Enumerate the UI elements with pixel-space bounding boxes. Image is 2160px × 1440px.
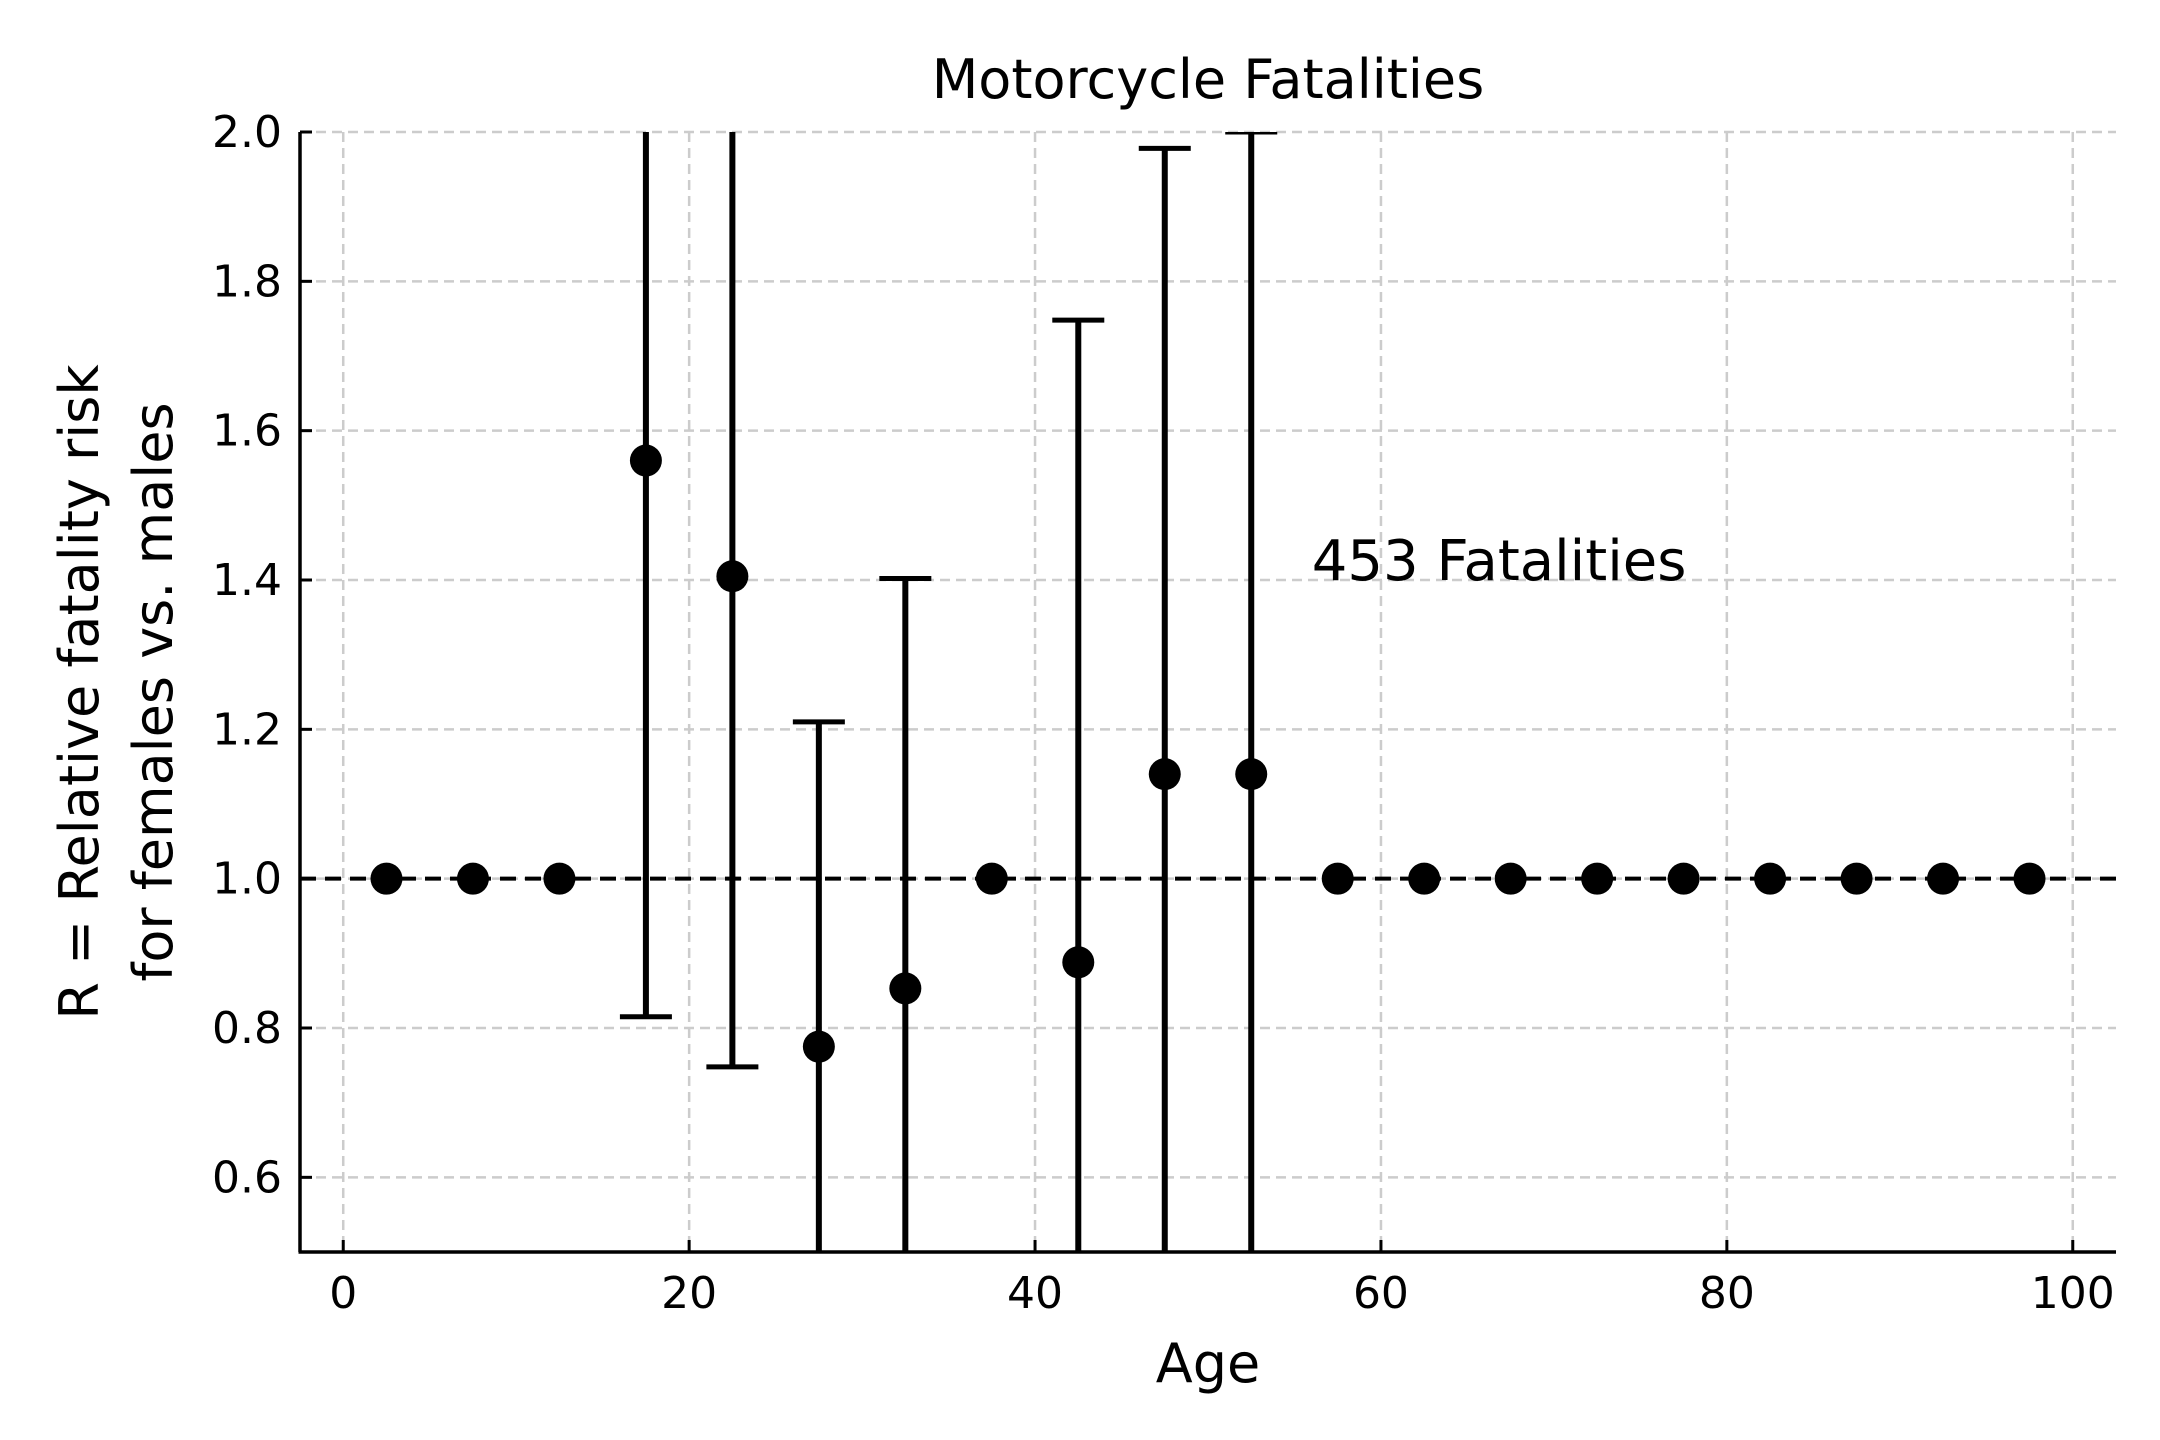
axes: [298, 130, 2116, 1254]
chart-title: Motorcycle Fatalities: [932, 48, 1485, 111]
data-point: [456, 862, 489, 895]
x-axis-label: Age: [1156, 1332, 1260, 1395]
y-axis-label-line-2: for females vs. males: [122, 402, 185, 981]
data-point: [1062, 946, 1095, 979]
data-point: [1148, 758, 1181, 791]
y-tick-label: 1.4: [212, 555, 282, 606]
data-point: [716, 560, 749, 593]
y-tick-label: 2.0: [212, 107, 282, 158]
x-tick-label: 60: [1353, 1268, 1409, 1319]
y-axis-label-line-1: R = Relative fatality risk: [48, 364, 111, 1020]
error-bars: [619, 132, 1278, 1252]
data-point: [1754, 862, 1787, 895]
data-point: [1667, 862, 1700, 895]
data-point: [1408, 862, 1441, 895]
y-tick-label: 0.6: [212, 1152, 282, 1203]
data-point: [1321, 862, 1354, 895]
data-point: [543, 862, 576, 895]
data-point: [629, 444, 662, 477]
data-point: [1927, 862, 1960, 895]
data-points: [370, 444, 2046, 1063]
x-tick-label: 80: [1699, 1268, 1755, 1319]
y-tick-label: 0.8: [212, 1003, 282, 1054]
tick-labels: 0 20 40 60 80 100 0.6 0.8 1.0 1.2 1.4 1.6 1.8 2.0: [212, 107, 2115, 1319]
y-tick-label: 1.8: [212, 256, 282, 307]
y-tick-label: 1.0: [212, 854, 282, 905]
data-point: [1840, 862, 1873, 895]
data-point: [1235, 758, 1268, 791]
data-point: [1581, 862, 1614, 895]
y-tick-label: 1.6: [212, 406, 282, 457]
data-point: [370, 862, 403, 895]
data-point: [802, 1030, 835, 1063]
x-tick-label: 20: [661, 1268, 717, 1319]
data-point: [1494, 862, 1527, 895]
x-tick-label: 40: [1007, 1268, 1063, 1319]
grid: [300, 130, 2116, 1252]
data-point: [975, 862, 1008, 895]
fatalities-annotation: 453 Fatalities: [1312, 529, 1687, 594]
data-point: [2013, 862, 2046, 895]
y-tick-label: 1.2: [212, 704, 282, 755]
x-tick-label: 0: [329, 1268, 357, 1319]
data-point: [889, 972, 922, 1005]
x-tick-label: 100: [2031, 1268, 2115, 1319]
